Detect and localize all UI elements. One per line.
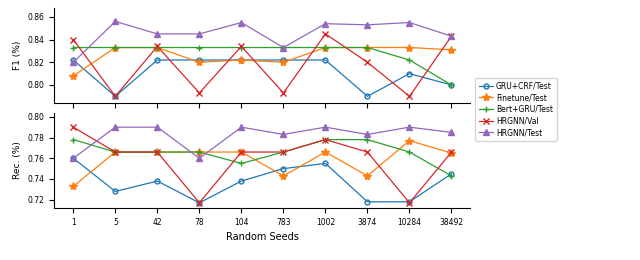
Line: GRU+CRF/Test: GRU+CRF/Test — [71, 57, 454, 99]
HRGNN/Val — [406, 95, 413, 98]
HRGNN/Test — [196, 32, 204, 35]
HRGNN/Test — [111, 20, 119, 23]
Line: Finetune/Test: Finetune/Test — [69, 43, 456, 80]
Finetune/Test — [321, 46, 329, 49]
Bert+GRU/Test — [111, 46, 119, 49]
GRU+CRF/Test — [406, 72, 413, 75]
Line: Bert+GRU/Test: Bert+GRU/Test — [70, 44, 455, 88]
GRU+CRF/Test — [111, 95, 119, 98]
HRGNN/Test — [364, 23, 371, 26]
HRGNN/Test — [237, 21, 245, 24]
HRGNN/Val — [237, 45, 245, 48]
Bert+GRU/Test — [364, 46, 371, 49]
Line: HRGNN/Val: HRGNN/Val — [70, 30, 455, 100]
Bert+GRU/Test — [321, 46, 329, 49]
Bert+GRU/Test — [196, 46, 204, 49]
HRGNN/Test — [447, 35, 455, 38]
Y-axis label: Rec. (%): Rec. (%) — [13, 141, 22, 179]
Finetune/Test — [280, 61, 287, 64]
HRGNN/Test — [280, 46, 287, 49]
HRGNN/Test — [70, 61, 77, 64]
GRU+CRF/Test — [70, 58, 77, 62]
Finetune/Test — [237, 58, 245, 62]
Y-axis label: F1 (%): F1 (%) — [13, 41, 22, 70]
Finetune/Test — [447, 48, 455, 51]
Legend: GRU+CRF/Test, Finetune/Test, Bert+GRU/Test, HRGNN/Val, HRGNN/Test: GRU+CRF/Test, Finetune/Test, Bert+GRU/Te… — [476, 77, 557, 141]
Bert+GRU/Test — [280, 46, 287, 49]
HRGNN/Val — [196, 91, 204, 94]
GRU+CRF/Test — [237, 58, 245, 62]
HRGNN/Val — [111, 95, 119, 98]
HRGNN/Test — [154, 32, 161, 35]
HRGNN/Val — [154, 45, 161, 48]
Bert+GRU/Test — [406, 58, 413, 62]
Bert+GRU/Test — [70, 46, 77, 49]
Finetune/Test — [111, 46, 119, 49]
GRU+CRF/Test — [280, 58, 287, 62]
GRU+CRF/Test — [447, 83, 455, 87]
HRGNN/Test — [406, 21, 413, 24]
GRU+CRF/Test — [321, 58, 329, 62]
HRGNN/Val — [364, 61, 371, 64]
GRU+CRF/Test — [364, 95, 371, 98]
Finetune/Test — [406, 46, 413, 49]
HRGNN/Val — [280, 91, 287, 94]
Finetune/Test — [196, 61, 204, 64]
Bert+GRU/Test — [237, 46, 245, 49]
Line: HRGNN/Test: HRGNN/Test — [70, 18, 455, 66]
GRU+CRF/Test — [196, 58, 204, 62]
X-axis label: Random Seeds: Random Seeds — [226, 232, 299, 242]
Finetune/Test — [364, 46, 371, 49]
HRGNN/Test — [321, 22, 329, 25]
HRGNN/Val — [321, 32, 329, 35]
HRGNN/Val — [447, 35, 455, 38]
HRGNN/Val — [70, 38, 77, 41]
Finetune/Test — [154, 46, 161, 49]
Finetune/Test — [70, 74, 77, 77]
Bert+GRU/Test — [447, 83, 455, 87]
Bert+GRU/Test — [154, 46, 161, 49]
GRU+CRF/Test — [154, 58, 161, 62]
